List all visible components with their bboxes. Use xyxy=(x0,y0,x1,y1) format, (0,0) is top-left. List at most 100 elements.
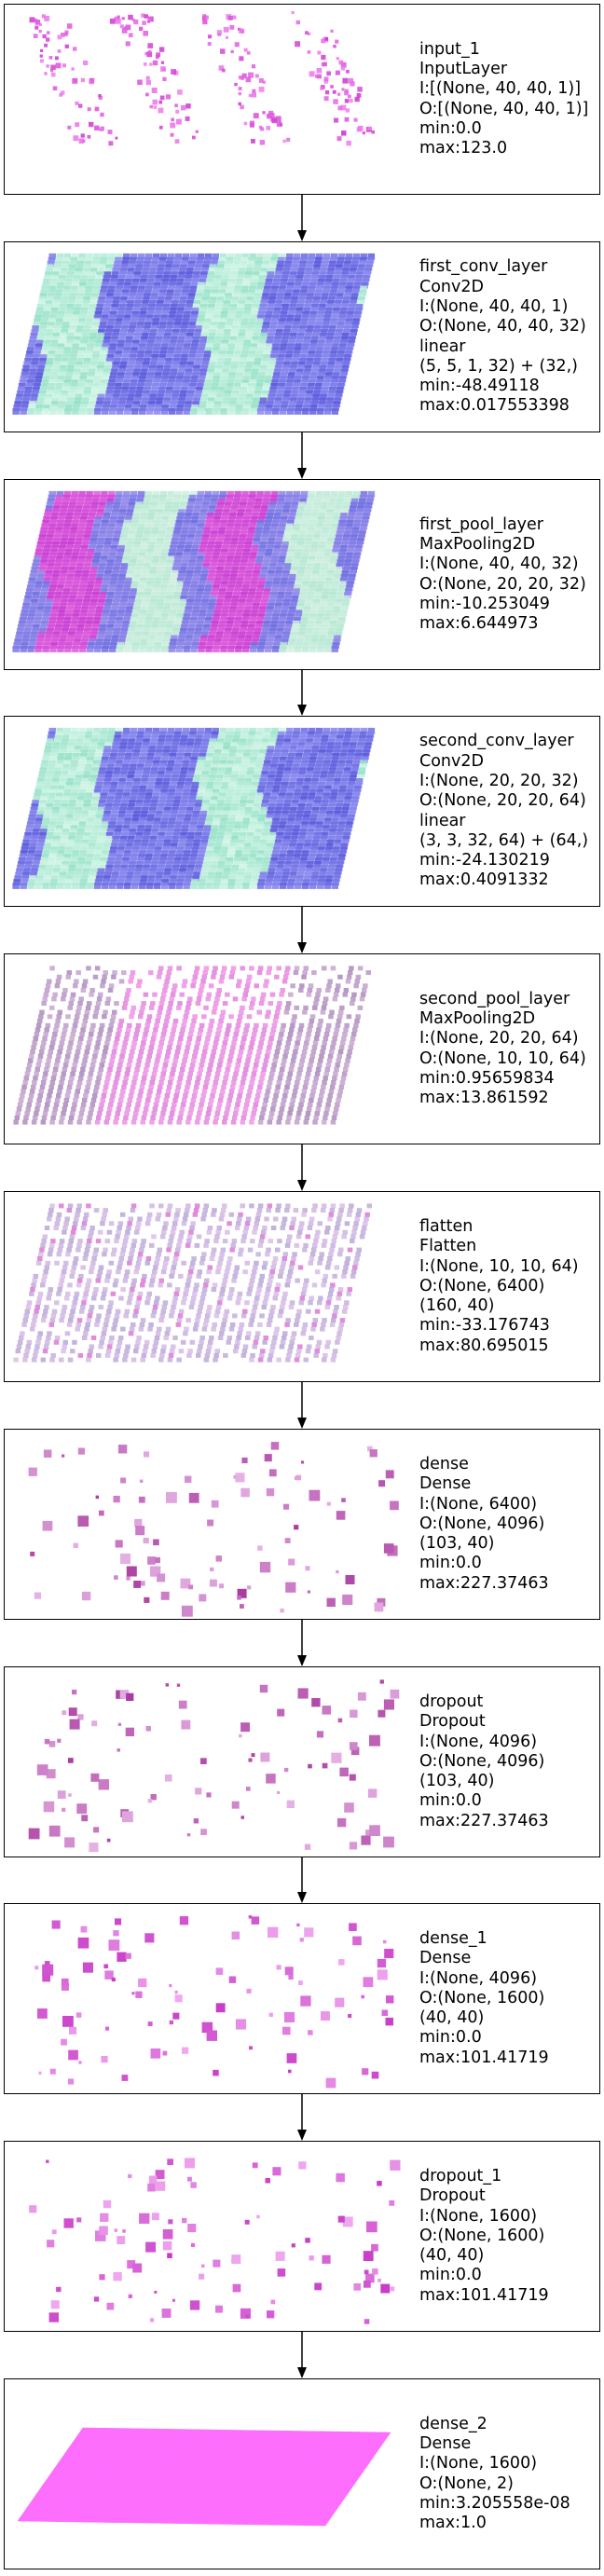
activation-cell xyxy=(70,318,78,325)
activation-cell xyxy=(327,567,336,573)
activation-cell xyxy=(183,343,191,350)
activation-cell xyxy=(116,646,124,652)
activation-cell xyxy=(72,581,79,588)
activation-cell xyxy=(288,513,296,519)
activation-cell xyxy=(120,358,129,364)
activation-cell xyxy=(322,494,330,501)
activation-cell xyxy=(38,835,46,843)
activation-cell xyxy=(201,361,209,368)
activation-cell xyxy=(37,871,45,879)
activation-cell xyxy=(25,354,33,361)
activation-cell xyxy=(279,347,286,354)
activation-cell xyxy=(140,401,147,408)
activation-cell xyxy=(27,613,35,621)
activation-cell xyxy=(223,631,231,638)
activation-cell xyxy=(325,573,334,581)
activation-cell xyxy=(78,523,86,530)
activation-cell xyxy=(121,289,130,296)
activation-cell xyxy=(172,734,181,742)
activation-cell xyxy=(305,361,312,368)
activation-cell xyxy=(128,864,135,871)
activation-cell xyxy=(224,598,231,606)
activation-cell xyxy=(110,606,118,613)
activation-cell xyxy=(215,569,223,577)
activation-cell xyxy=(89,509,97,516)
activation-cell xyxy=(119,24,124,29)
activation-cell xyxy=(59,810,66,817)
activation-cell xyxy=(99,796,107,803)
activation-cell xyxy=(307,322,315,329)
activation-cell xyxy=(121,860,129,868)
activation-cell xyxy=(63,552,72,559)
activation-cell xyxy=(211,322,218,329)
activation-cell xyxy=(110,638,118,646)
layer-detail: O:(None, 20, 20, 32) xyxy=(419,574,586,594)
activation-cell xyxy=(86,379,93,386)
activation-cell xyxy=(296,541,304,548)
activation-cell xyxy=(44,336,51,343)
activation-cell xyxy=(140,875,147,883)
activation-cell xyxy=(55,796,62,803)
layer-visualization xyxy=(12,490,376,652)
activation-cell xyxy=(128,596,135,602)
activation-cell xyxy=(275,361,283,368)
activation-cell xyxy=(111,397,119,404)
activation-cell xyxy=(280,516,288,523)
activation-cell xyxy=(62,325,69,332)
activation-cell xyxy=(346,581,354,588)
activation-cell xyxy=(177,606,185,613)
activation-cell xyxy=(18,857,26,864)
activation-cell xyxy=(48,621,56,627)
activation-cell xyxy=(172,598,179,606)
activation-cell xyxy=(83,264,91,271)
activation-cell xyxy=(172,563,180,569)
activation-cell xyxy=(40,383,48,390)
activation-cell xyxy=(58,753,65,760)
activation-cell xyxy=(147,781,155,788)
activation-cell xyxy=(226,559,233,567)
activation-cell xyxy=(320,534,328,541)
activation-cell xyxy=(311,271,319,279)
activation-cell xyxy=(110,814,117,821)
activation-cell xyxy=(38,534,47,541)
activation-cell xyxy=(103,810,111,817)
activation-cell xyxy=(311,569,320,577)
activation-cell xyxy=(263,318,271,325)
activation-cell xyxy=(91,322,100,329)
activation-cell xyxy=(29,843,36,850)
activation-cell xyxy=(100,256,107,264)
activation-cell xyxy=(169,753,176,760)
activation-cell xyxy=(42,343,50,350)
activation-cell xyxy=(202,563,210,569)
activation-cell xyxy=(201,16,207,21)
activation-cell xyxy=(171,778,178,785)
activation-cell xyxy=(364,271,371,279)
activation-cell xyxy=(328,563,336,569)
activation-cell xyxy=(42,548,50,555)
activation-cell xyxy=(99,386,106,393)
activation-cell xyxy=(306,293,314,300)
activation-cell xyxy=(83,832,91,839)
activation-cell xyxy=(285,256,293,264)
activation-cell xyxy=(84,800,91,806)
activation-cell xyxy=(254,260,262,267)
activation-cell xyxy=(228,404,236,411)
activation-cell xyxy=(155,55,159,60)
activation-cell xyxy=(339,548,347,555)
activation-cell xyxy=(268,329,276,336)
activation-cell xyxy=(43,372,50,379)
activation-cell xyxy=(341,271,349,279)
activation-cell xyxy=(195,623,203,631)
activation-cell xyxy=(185,513,192,519)
activation-cell xyxy=(226,383,233,390)
activation-cell xyxy=(60,393,68,401)
activation-cell xyxy=(70,256,77,264)
activation-cell xyxy=(122,318,130,325)
activation-cell xyxy=(154,642,161,649)
activation-cell xyxy=(219,318,226,325)
activation-cell xyxy=(63,490,71,498)
activation-cell xyxy=(325,275,333,281)
activation-cell xyxy=(24,386,33,393)
activation-cell xyxy=(201,329,209,336)
activation-cell xyxy=(98,738,105,746)
